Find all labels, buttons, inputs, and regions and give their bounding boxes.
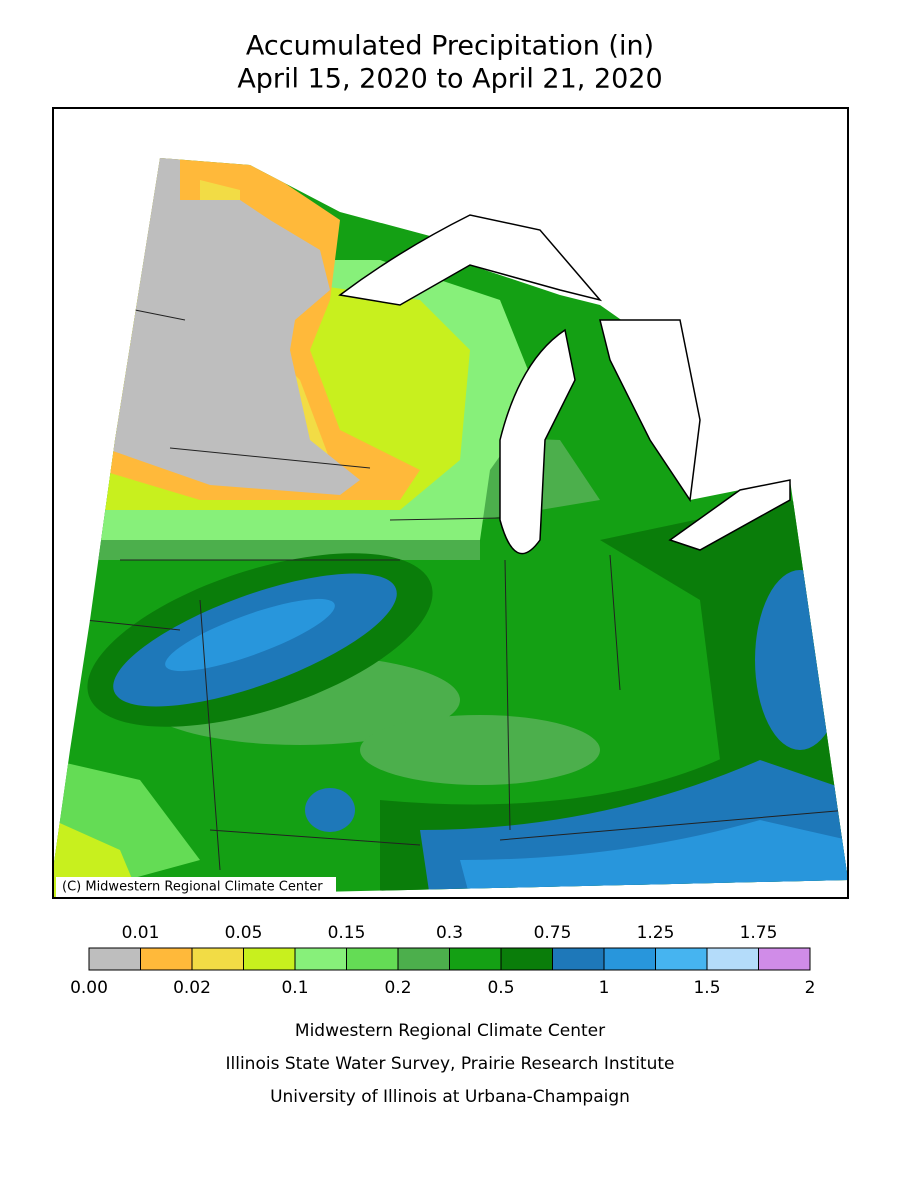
credit-line: Illinois State Water Survey, Prairie Res…	[226, 1054, 675, 1074]
legend-label: 0.75	[534, 923, 572, 943]
legend-swatch	[397, 947, 450, 971]
legend-label: 0.02	[173, 978, 211, 998]
legend-swatch	[191, 947, 244, 971]
legend-swatch	[346, 947, 399, 971]
legend-swatch	[140, 947, 193, 971]
legend-swatch	[603, 947, 656, 971]
legend-label: 1.5	[693, 978, 720, 998]
legend-swatch	[655, 947, 708, 971]
legend-label: 0.00	[70, 978, 108, 998]
legend-label: 2	[805, 978, 816, 998]
legend-label: 0.5	[487, 978, 514, 998]
legend-label: 0.05	[225, 923, 263, 943]
legend-label: 0.1	[281, 978, 308, 998]
legend-label: 0.15	[328, 923, 366, 943]
legend-swatch	[500, 947, 553, 971]
legend-swatch	[706, 947, 759, 971]
credit-line: University of Illinois at Urbana-Champai…	[270, 1087, 630, 1107]
legend-label: 1.25	[637, 923, 675, 943]
legend-label: 1.75	[740, 923, 778, 943]
legend-label: 0.3	[436, 923, 463, 943]
legend-swatch	[294, 947, 347, 971]
legend-swatch	[552, 947, 605, 971]
lakes	[338, 214, 791, 555]
legend-label: 0.2	[384, 978, 411, 998]
legend-swatch	[449, 947, 502, 971]
legend-label: 0.01	[122, 923, 160, 943]
copyright-box	[56, 877, 336, 897]
title: Accumulated Precipitation (in)	[246, 31, 654, 62]
legend-label: 1	[599, 978, 610, 998]
legend-swatch	[758, 947, 811, 971]
credit-line: Midwestern Regional Climate Center	[295, 1021, 605, 1041]
map-frame	[52, 107, 849, 899]
legend-swatch	[243, 947, 296, 971]
subtitle: April 15, 2020 to April 21, 2020	[237, 64, 662, 95]
legend-swatch	[88, 947, 141, 971]
copyright: (C) Midwestern Regional Climate Center	[62, 880, 323, 895]
